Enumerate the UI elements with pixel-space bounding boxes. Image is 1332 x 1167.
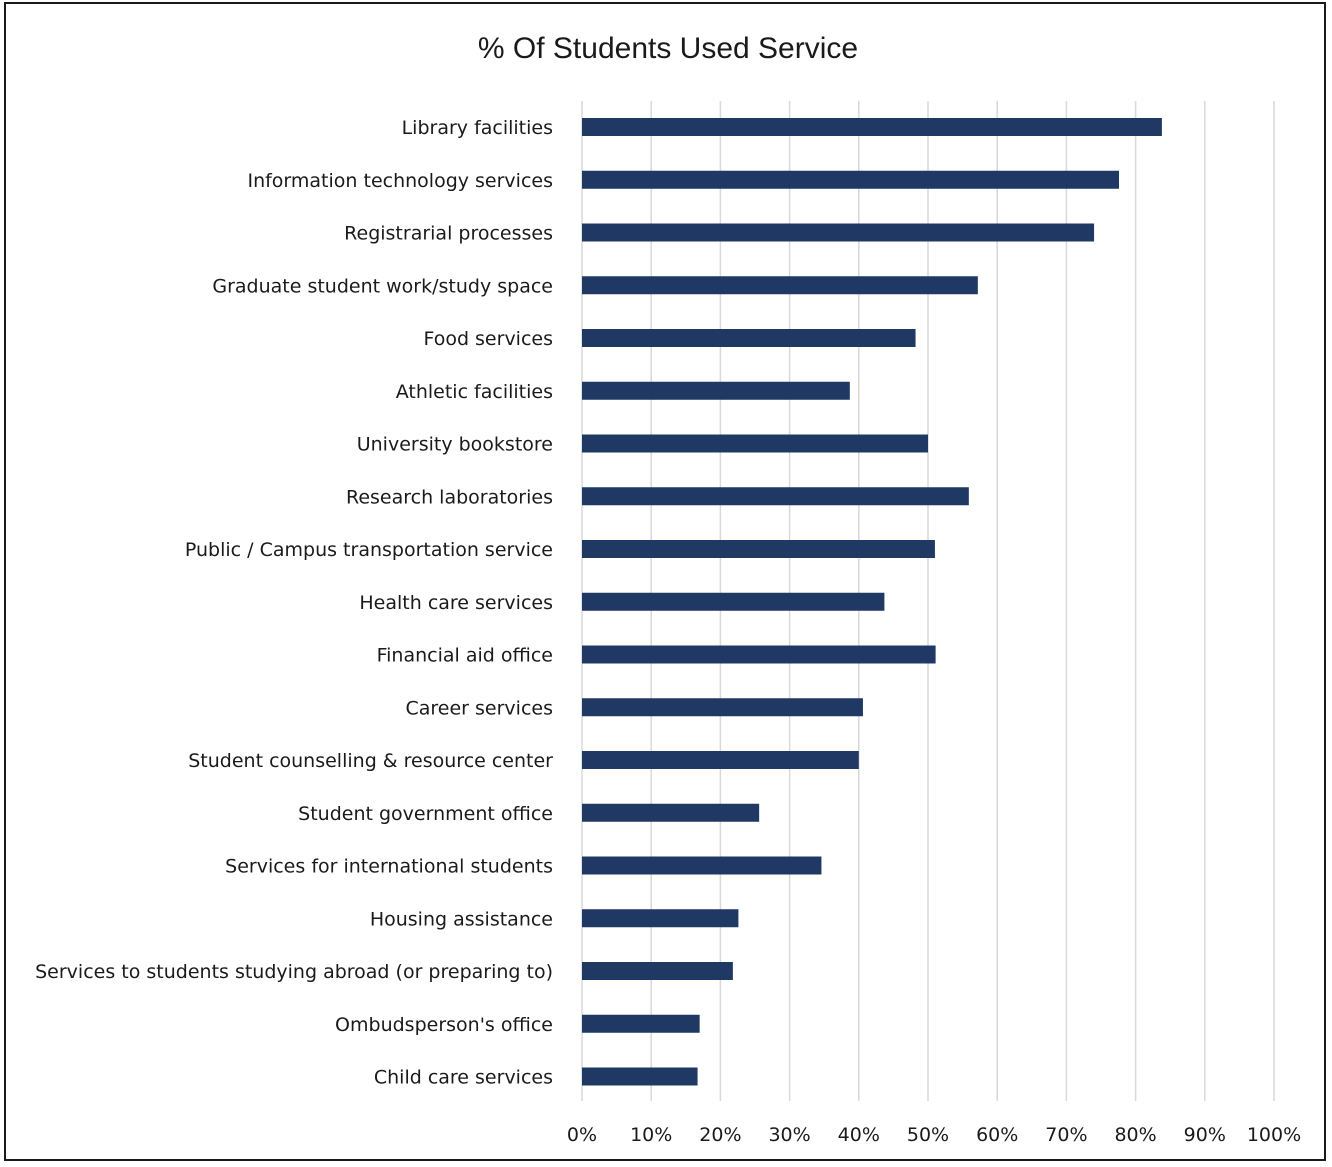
category-label: Research laboratories: [346, 486, 553, 508]
gridlines: [581, 101, 1275, 1101]
bar: [582, 540, 935, 558]
x-tick-label: 30%: [768, 1124, 810, 1146]
x-tick-label: 50%: [907, 1124, 949, 1146]
category-label: Public / Campus transportation service: [185, 539, 553, 561]
chart-title: % Of Students Used Service: [478, 32, 858, 65]
bar: [582, 276, 978, 295]
category-label: Information technology services: [247, 170, 553, 192]
category-label: Ombudsperson's office: [335, 1014, 553, 1036]
category-labels: Library facilities Information technology…: [35, 117, 553, 1089]
category-label: Housing assistance: [370, 908, 553, 930]
x-tick-label: 10%: [630, 1124, 672, 1146]
bar: [582, 856, 822, 875]
category-label: Library facilities: [402, 117, 553, 139]
category-label: Child care services: [374, 1067, 553, 1089]
bar: [582, 1067, 698, 1086]
x-tick-label: 60%: [976, 1124, 1018, 1146]
x-tick-label: 20%: [699, 1124, 741, 1146]
bar: [582, 698, 863, 717]
x-tick-label: 40%: [838, 1124, 880, 1146]
bar: [582, 223, 1095, 242]
category-label: Student counselling & resource center: [188, 750, 553, 772]
category-label: University bookstore: [357, 434, 553, 456]
bar: [582, 118, 1162, 136]
category-label: Athletic facilities: [396, 381, 553, 403]
category-label: Services for international students: [225, 856, 553, 878]
bar: [582, 645, 936, 664]
category-label: Graduate student work/study space: [212, 275, 553, 297]
x-tick-label: 0%: [567, 1124, 597, 1146]
x-tick-label: 90%: [1184, 1124, 1226, 1146]
x-axis-ticks: 0% 10% 20% 30% 40% 50% 60% 70% 80% 90% 100%: [567, 1124, 1301, 1146]
category-label: Financial aid office: [377, 645, 553, 667]
bars: [582, 118, 1162, 1086]
category-label: Student government office: [298, 803, 553, 825]
category-label: Registrarial processes: [344, 223, 553, 245]
bar: [582, 329, 916, 347]
bar: [582, 909, 739, 928]
x-tick-label: 100%: [1247, 1124, 1301, 1146]
category-label: Health care services: [359, 592, 553, 614]
bar: [582, 1014, 700, 1033]
bar: [582, 487, 969, 506]
bar: [582, 962, 733, 980]
x-tick-label: 70%: [1045, 1124, 1087, 1146]
bar: [582, 170, 1119, 189]
bar: [582, 592, 885, 611]
bar: [582, 751, 859, 769]
x-tick-label: 80%: [1114, 1124, 1156, 1146]
category-label: Food services: [423, 328, 553, 350]
bar: [582, 381, 850, 400]
category-label: Career services: [406, 697, 554, 719]
category-label: Services to students studying abroad (or…: [35, 961, 553, 983]
bar: [582, 803, 760, 822]
bar: [582, 434, 928, 453]
